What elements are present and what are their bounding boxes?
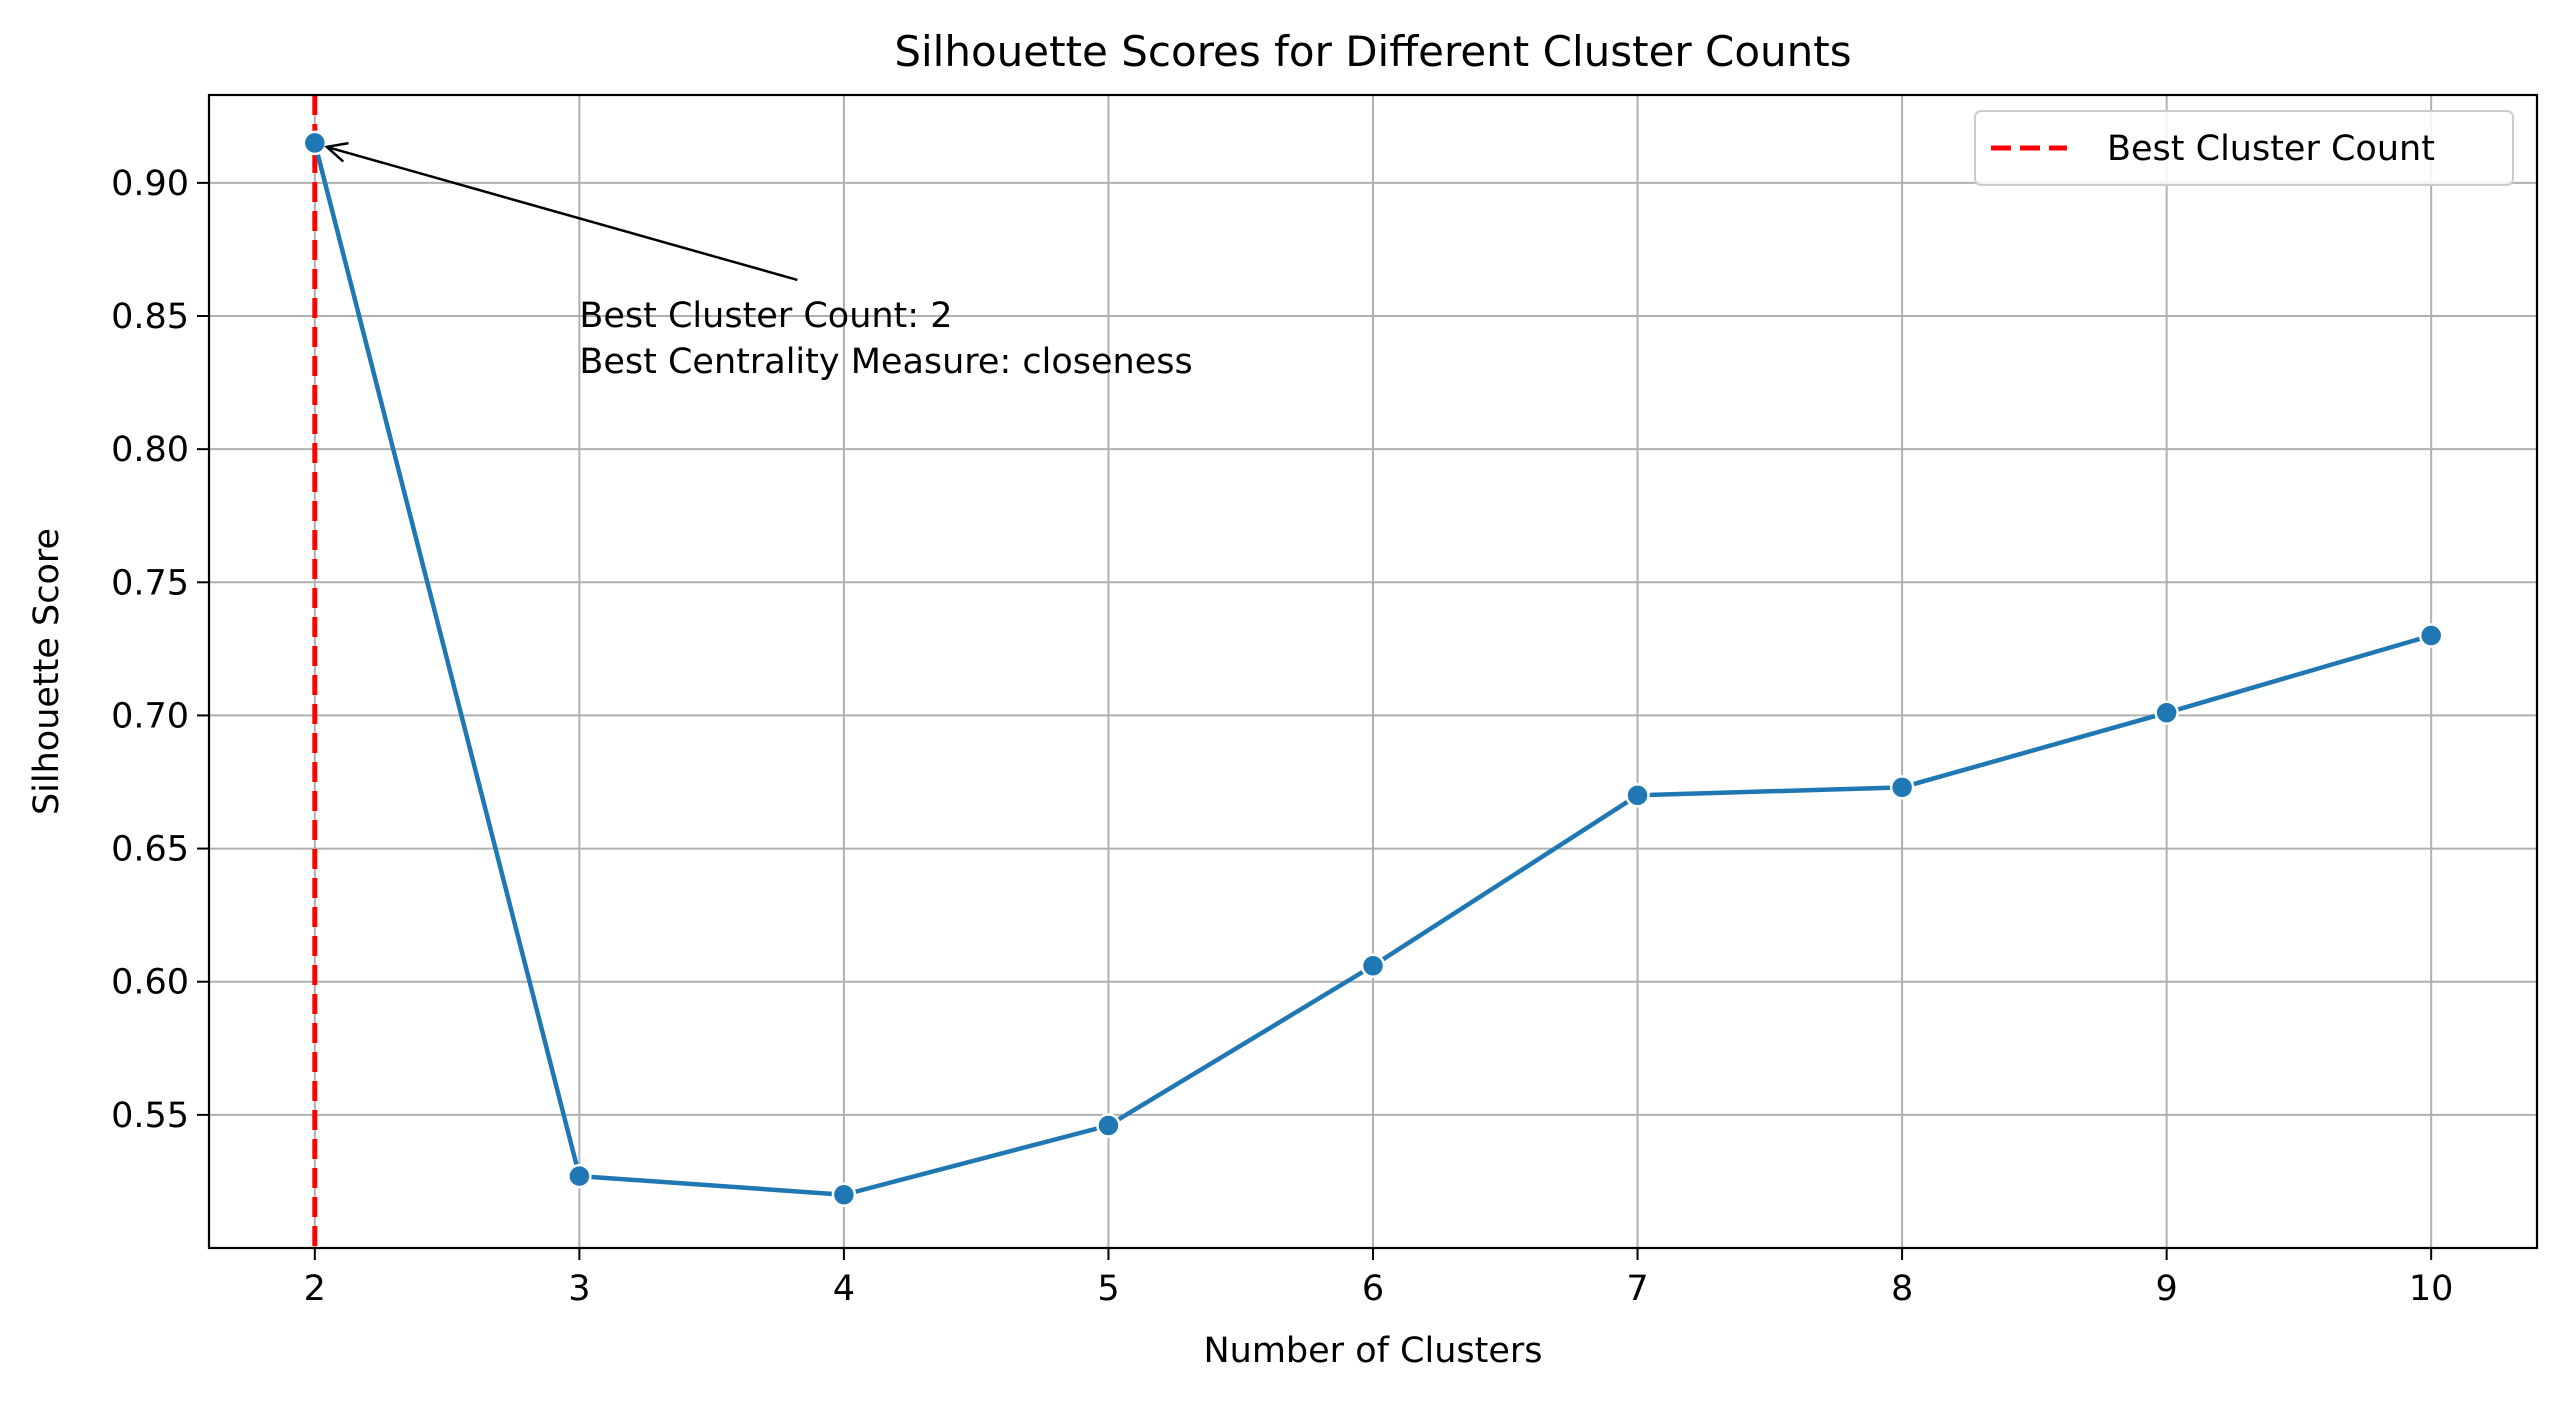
y-tick-label: 0.65 — [111, 830, 189, 870]
y-axis-ticks: 0.55 0.60 0.65 0.70 0.75 0.80 0.85 0.90 — [111, 164, 209, 1136]
data-point — [2154, 700, 2179, 726]
y-tick-label: 0.75 — [111, 563, 189, 603]
x-tick-label: 4 — [833, 1269, 855, 1309]
y-tick-label: 0.85 — [111, 297, 189, 337]
chart-title: Silhouette Scores for Different Cluster … — [894, 27, 1851, 76]
x-tick-label: 2 — [304, 1269, 326, 1309]
legend: Best Cluster Count — [1974, 110, 2514, 186]
data-point — [1096, 1113, 1121, 1138]
data-point — [302, 130, 328, 156]
data-point — [1360, 953, 1386, 978]
x-tick-label: 5 — [1097, 1269, 1119, 1309]
y-axis-label: Silhouette Score — [27, 528, 67, 815]
annotation-arrow-line — [326, 145, 798, 282]
legend-box — [1974, 110, 2514, 186]
annotation-text-line: Best Cluster Count: 2 — [579, 296, 952, 336]
x-tick-label: 8 — [1891, 1269, 1913, 1309]
annotation-arrow-head — [324, 141, 349, 163]
data-point — [1625, 783, 1650, 808]
annotation-text-line: Best Centrality Measure: closeness — [579, 342, 1192, 382]
data-point — [2418, 623, 2444, 648]
data-point — [1889, 775, 1915, 800]
y-tick-label: 0.70 — [111, 696, 189, 736]
x-tick-label: 3 — [568, 1269, 590, 1309]
x-tick-label: 9 — [2155, 1269, 2177, 1309]
series-layer — [302, 130, 2444, 1207]
y-tick-label: 0.60 — [111, 963, 189, 1003]
data-point — [831, 1182, 857, 1207]
x-tick-label: 10 — [2409, 1269, 2454, 1309]
legend-label: Best Cluster Count — [2107, 129, 2435, 169]
x-tick-label: 6 — [1362, 1269, 1384, 1309]
y-tick-label: 0.90 — [111, 164, 189, 204]
x-axis-ticks: 2 3 4 5 6 7 8 9 10 — [304, 1248, 2454, 1309]
y-tick-label: 0.55 — [111, 1096, 189, 1136]
data-point — [567, 1163, 592, 1189]
x-tick-label: 7 — [1626, 1269, 1648, 1309]
x-axis-label: Number of Clusters — [1203, 1331, 1542, 1371]
y-tick-label: 0.80 — [111, 430, 189, 470]
annotation-layer: Best Cluster Count: 2 Best Centrality Mea… — [324, 141, 1193, 382]
